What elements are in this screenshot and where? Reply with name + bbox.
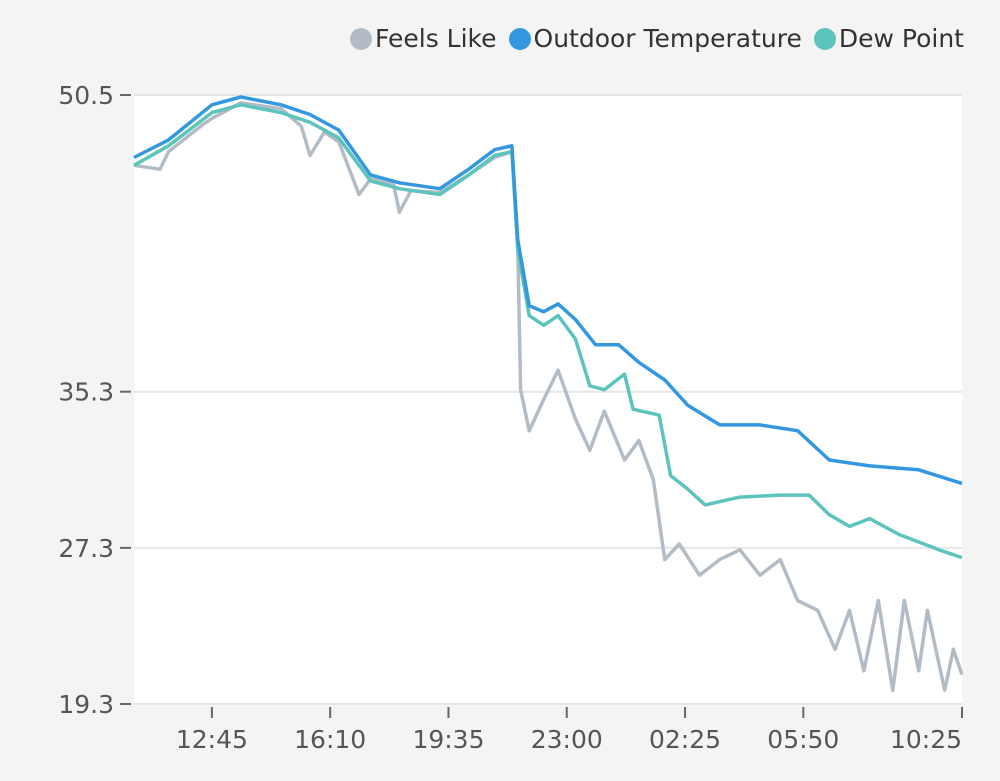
legend-label: Feels Like	[374, 24, 497, 53]
x-tick-label: 02:25	[649, 725, 721, 754]
y-tick-label: 19.3	[58, 690, 114, 719]
legend: Feels Like Outdoor Temperature Dew Point	[349, 24, 964, 53]
x-tick-label: 23:00	[531, 725, 603, 754]
y-axis: 50.5 35.3 27.3 19.3	[58, 81, 131, 719]
y-tick-label: 50.5	[58, 81, 114, 110]
legend-dot-feels-like	[349, 27, 372, 50]
legend-label: Dew Point	[838, 24, 964, 53]
legend-item-outdoor-temperature[interactable]: Outdoor Temperature	[508, 24, 802, 53]
legend-item-dew-point[interactable]: Dew Point	[813, 24, 964, 53]
series-lines	[133, 95, 964, 693]
legend-label: Outdoor Temperature	[533, 24, 802, 53]
y-tick-label: 27.3	[58, 534, 114, 563]
x-axis: 12:45 16:10 19:35 23:00 02:25 05:50 10:25	[176, 707, 963, 754]
x-tick-label: 10:25	[890, 725, 962, 754]
x-tick-label: 16:10	[294, 725, 366, 754]
y-tick-label: 35.3	[58, 378, 114, 407]
x-tick-label: 12:45	[176, 725, 248, 754]
series-line-outdoor-temperature	[133, 95, 963, 486]
plot-area	[134, 95, 962, 704]
series-line-feels-like	[133, 101, 964, 693]
series-line-dew-point	[133, 103, 963, 560]
legend-dot-outdoor-temperature	[508, 27, 531, 50]
legend-item-feels-like[interactable]: Feels Like	[349, 24, 497, 53]
x-tick-label: 19:35	[412, 725, 484, 754]
legend-dot-dew-point	[813, 27, 836, 50]
x-tick-label: 05:50	[767, 725, 839, 754]
